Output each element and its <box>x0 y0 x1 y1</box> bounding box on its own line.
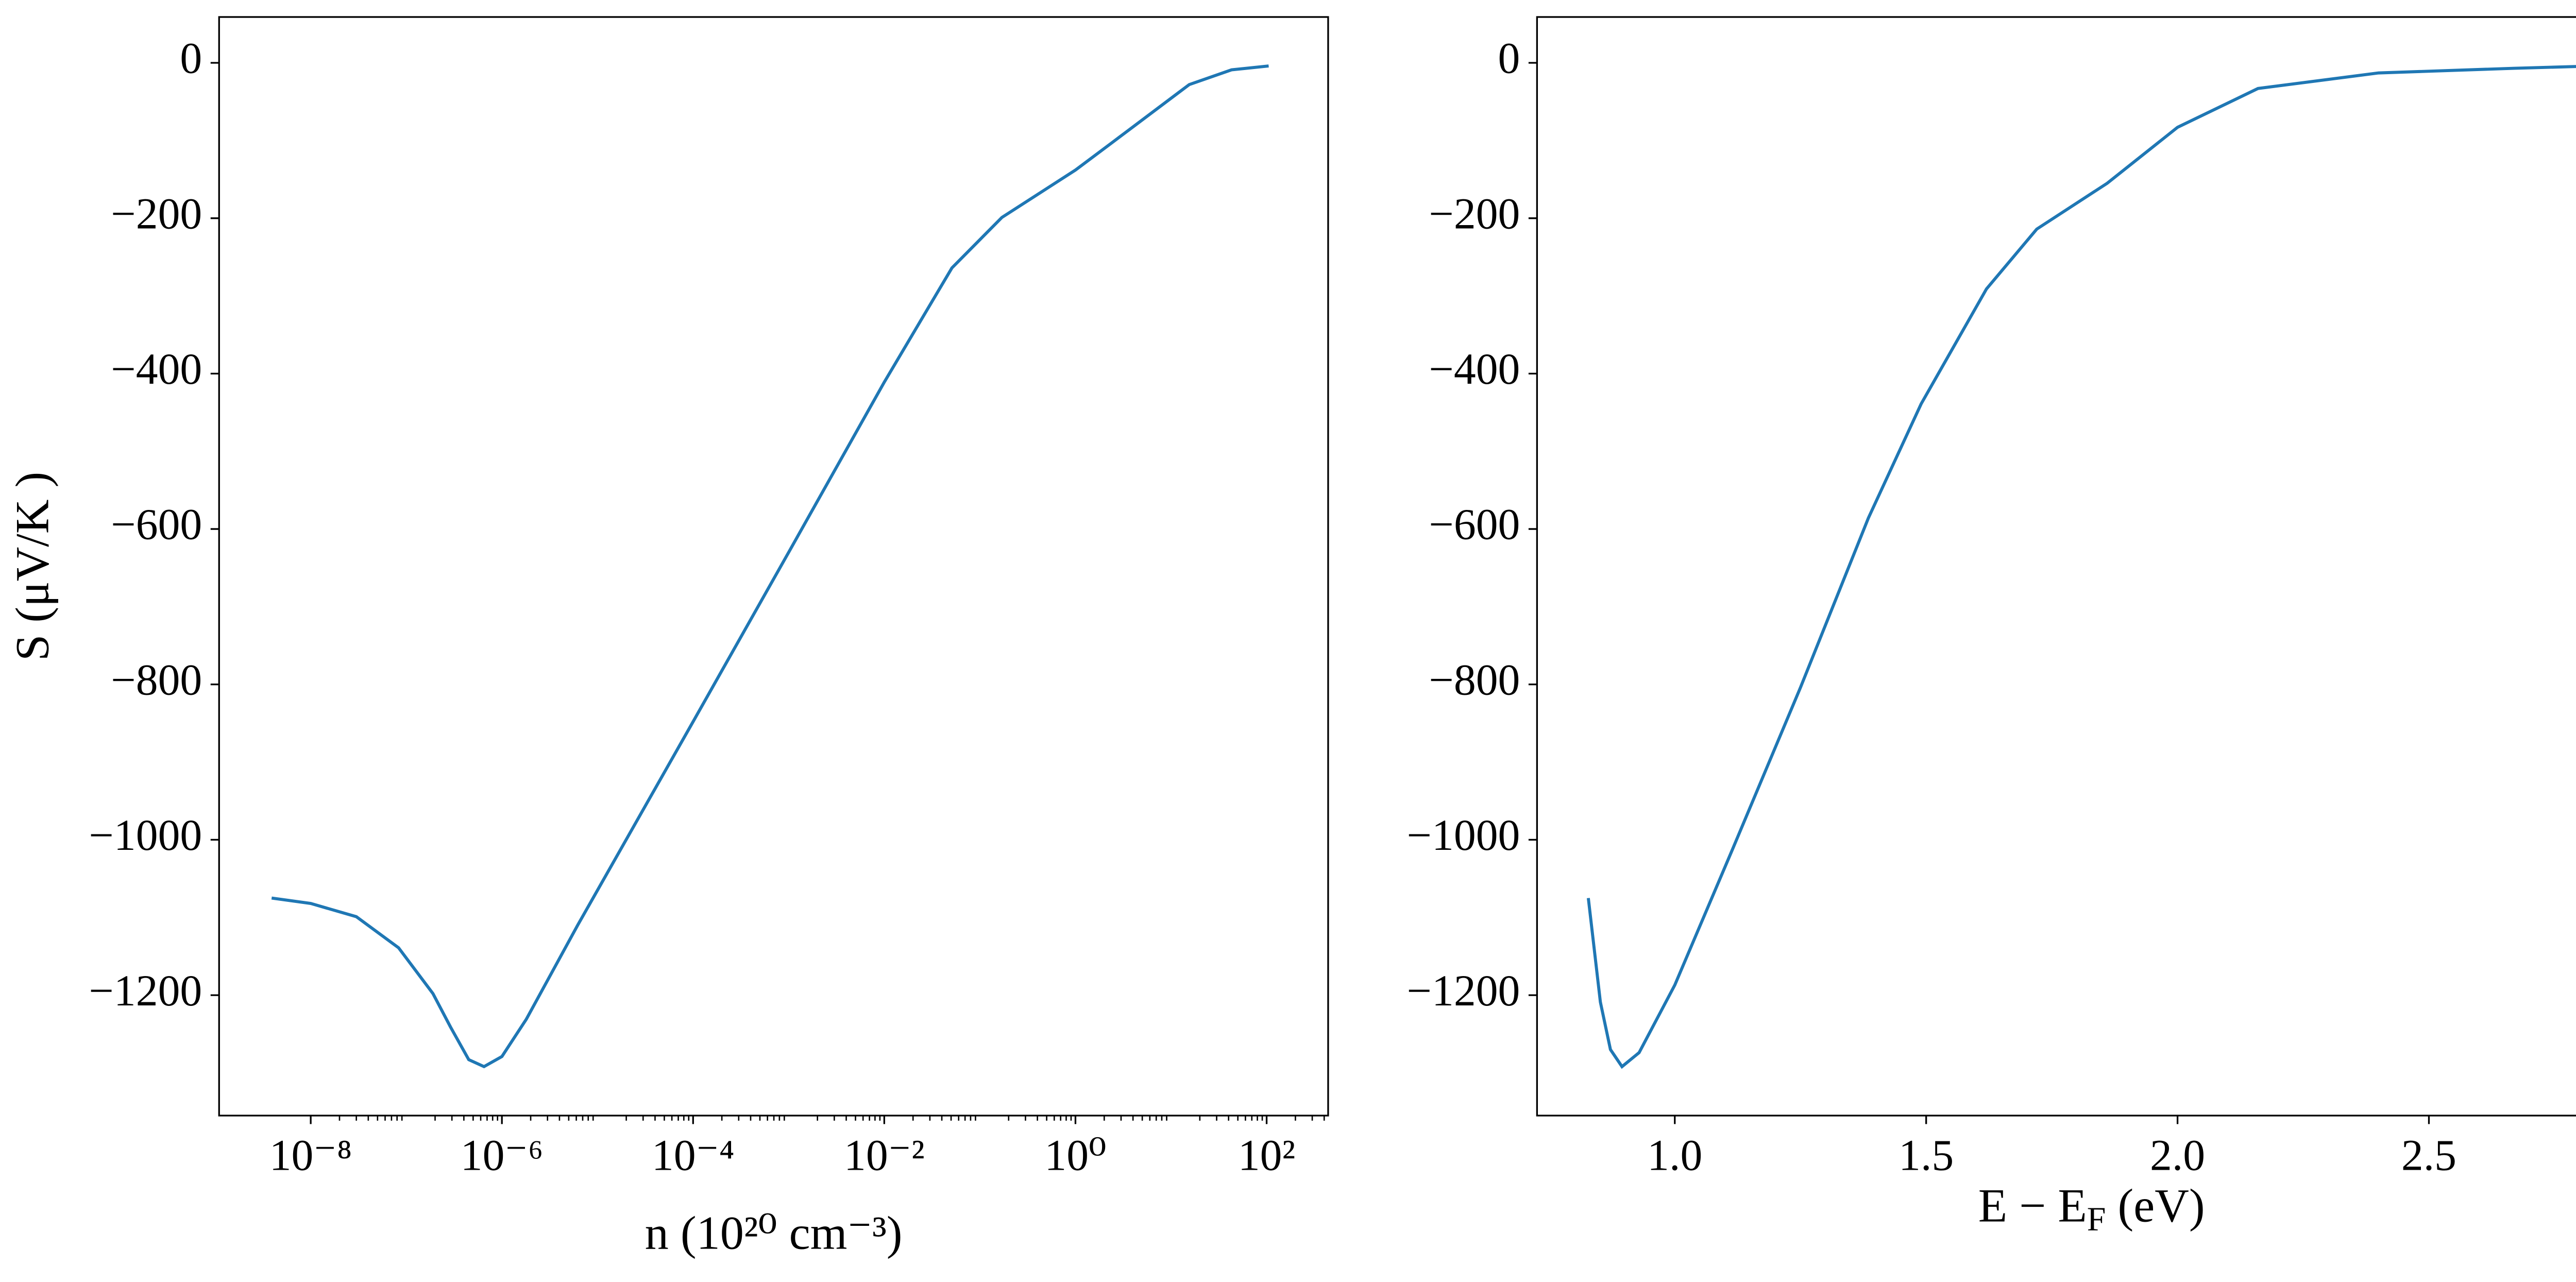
y-tick-label: 0 <box>1498 34 1520 83</box>
y-tick-label: −200 <box>1429 189 1520 238</box>
x-axis-label: E − EF (eV) <box>1978 1180 2205 1238</box>
x-tick-label: 10⁻⁶ <box>461 1131 544 1180</box>
x-axis-label: n (10²⁰ cm⁻³) <box>645 1206 903 1259</box>
x-tick-label: 10² <box>1238 1131 1295 1180</box>
y-tick-label: −400 <box>1429 345 1520 394</box>
axes-frame <box>218 16 1329 1117</box>
y-tick-label: −600 <box>1429 500 1520 549</box>
y-tick-label: −1000 <box>1407 811 1520 860</box>
x-tick-label: 10⁻⁸ <box>269 1131 352 1180</box>
y-tick-label: −800 <box>1429 655 1520 704</box>
y-axis-label: S (μV/K ) <box>6 472 59 661</box>
y-tick-label: −800 <box>111 655 202 704</box>
y-tick-label: −1200 <box>1407 966 1520 1015</box>
x-tick-label: 1.5 <box>1899 1131 1954 1180</box>
y-tick-label: 0 <box>180 34 202 83</box>
x-tick-label: 10⁻⁴ <box>652 1131 735 1180</box>
y-tick-label: −600 <box>111 500 202 549</box>
data-line <box>271 64 1269 1069</box>
y-tick-label: −1000 <box>89 811 202 860</box>
y-tick-label: −200 <box>111 189 202 238</box>
x-axis-label-part: E − E <box>1978 1180 2087 1232</box>
x-axis-label-part: F <box>2087 1201 2106 1238</box>
y-tick-label: −1200 <box>89 966 202 1015</box>
x-tick-label: 2.5 <box>2401 1131 2456 1180</box>
x-tick-label: 10⁻² <box>844 1131 925 1180</box>
data-line <box>1586 65 2576 1069</box>
x-axis-label-part: (eV) <box>2106 1180 2205 1232</box>
axes-frame <box>1536 16 2576 1117</box>
x-tick-label: 2.0 <box>2150 1131 2205 1180</box>
x-tick-label: 10⁰ <box>1044 1131 1106 1180</box>
x-tick-label: 1.0 <box>1647 1131 1702 1180</box>
y-tick-label: −400 <box>111 345 202 394</box>
